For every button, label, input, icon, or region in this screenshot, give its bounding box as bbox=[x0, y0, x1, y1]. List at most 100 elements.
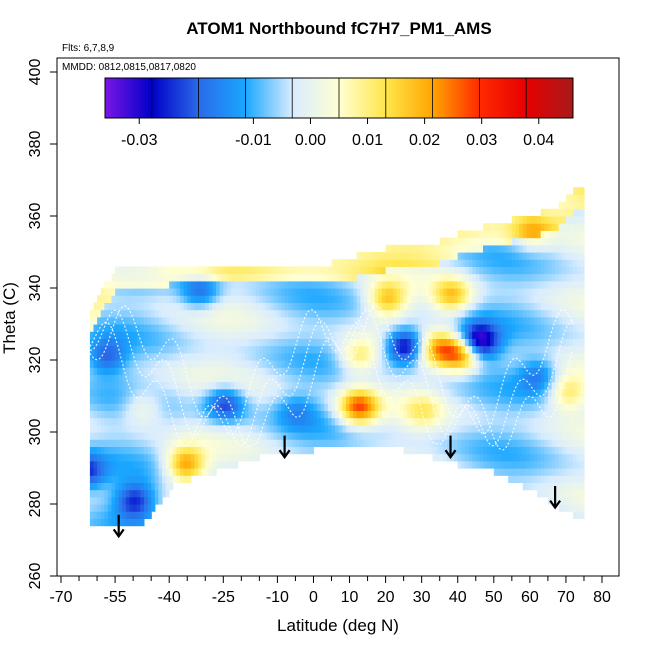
heatmap-cell bbox=[519, 338, 524, 347]
heatmap-cell bbox=[468, 302, 473, 311]
heatmap-cell bbox=[432, 266, 437, 275]
heatmap-cell bbox=[219, 360, 224, 368]
heatmap-cell bbox=[89, 331, 95, 339]
heatmap-cell bbox=[244, 324, 250, 332]
heatmap-cell bbox=[428, 302, 434, 311]
heatmap-cell bbox=[93, 388, 98, 397]
heatmap-cell bbox=[201, 468, 206, 476]
heatmap-cell bbox=[371, 360, 376, 368]
heatmap-cell bbox=[519, 360, 524, 368]
heatmap-cell bbox=[504, 424, 509, 433]
heatmap-cell bbox=[464, 453, 470, 462]
heatmap-cell bbox=[504, 331, 509, 339]
heatmap-cell bbox=[190, 468, 195, 476]
heatmap-cell bbox=[569, 367, 574, 375]
heatmap-cell bbox=[270, 266, 275, 275]
heatmap-cell bbox=[378, 432, 383, 440]
heatmap-cell bbox=[374, 424, 379, 433]
heatmap-cell bbox=[497, 374, 502, 383]
heatmap-cell bbox=[248, 439, 253, 447]
heatmap-cell bbox=[562, 223, 567, 231]
heatmap-cell bbox=[389, 396, 394, 404]
heatmap-cell bbox=[198, 288, 203, 296]
heatmap-cell bbox=[183, 316, 188, 325]
heatmap-cell bbox=[122, 424, 127, 433]
heatmap-cell bbox=[140, 280, 145, 289]
heatmap-cell bbox=[97, 504, 102, 512]
heatmap-cell bbox=[537, 468, 542, 476]
heatmap-cell bbox=[580, 194, 585, 203]
heatmap-cell bbox=[367, 403, 372, 411]
heatmap-cell bbox=[464, 259, 470, 267]
heatmap-cell bbox=[216, 446, 221, 455]
heatmap-cell bbox=[565, 489, 571, 498]
y-tick-label: 360 bbox=[27, 203, 44, 230]
heatmap-cell bbox=[208, 381, 214, 390]
heatmap-cell bbox=[508, 324, 513, 332]
heatmap-cell bbox=[248, 374, 253, 383]
heatmap-cell bbox=[537, 460, 542, 469]
heatmap-cell bbox=[118, 417, 123, 426]
heatmap-cell bbox=[234, 309, 239, 318]
heatmap-cell bbox=[180, 432, 185, 440]
heatmap-cell bbox=[136, 352, 141, 361]
heatmap-cell bbox=[385, 309, 390, 318]
heatmap-cell bbox=[302, 324, 307, 332]
heatmap-cell bbox=[115, 439, 120, 447]
heatmap-cell bbox=[565, 424, 571, 433]
heatmap-cell bbox=[439, 244, 444, 253]
heatmap-cell bbox=[129, 460, 134, 469]
heatmap-cell bbox=[335, 309, 340, 318]
heatmap-cell bbox=[306, 273, 311, 282]
heatmap-cell bbox=[501, 360, 506, 368]
heatmap-cell bbox=[111, 331, 116, 339]
heatmap-cell bbox=[565, 360, 571, 368]
heatmap-cell bbox=[144, 273, 149, 282]
heatmap-cell bbox=[432, 273, 437, 282]
heatmap-cell bbox=[454, 316, 459, 325]
heatmap-cell bbox=[464, 252, 470, 260]
heatmap-cell bbox=[421, 338, 426, 347]
heatmap-cell bbox=[508, 367, 513, 375]
heatmap-cell bbox=[360, 396, 365, 404]
heatmap-cell bbox=[522, 410, 527, 419]
heatmap-cell bbox=[519, 424, 524, 433]
heatmap-cell bbox=[234, 338, 239, 347]
heatmap-cell bbox=[115, 453, 120, 462]
heatmap-cell bbox=[486, 266, 491, 275]
heatmap-cell bbox=[97, 302, 102, 311]
heatmap-cell bbox=[299, 295, 304, 303]
heatmap-cell bbox=[410, 417, 415, 426]
heatmap-cell bbox=[511, 230, 516, 239]
heatmap-cell bbox=[144, 316, 149, 325]
heatmap-cell bbox=[309, 360, 315, 368]
heatmap-cell bbox=[483, 223, 488, 231]
heatmap-cell bbox=[533, 468, 538, 476]
heatmap-cell bbox=[270, 424, 275, 433]
heatmap-cell bbox=[205, 316, 210, 325]
heatmap-cell bbox=[216, 388, 221, 397]
heatmap-cell bbox=[136, 453, 141, 462]
heatmap-cell bbox=[151, 489, 156, 498]
heatmap-cell bbox=[162, 432, 167, 440]
heatmap-cell bbox=[201, 424, 206, 433]
heatmap-cell bbox=[111, 424, 116, 433]
heatmap-cell bbox=[360, 266, 365, 275]
heatmap-cell bbox=[118, 331, 123, 339]
heatmap-cell bbox=[569, 194, 574, 203]
heatmap-cell bbox=[165, 345, 170, 354]
heatmap-cell bbox=[140, 410, 145, 419]
heatmap-cell bbox=[515, 237, 520, 246]
heatmap-cell bbox=[187, 360, 192, 368]
heatmap-cell bbox=[226, 288, 232, 296]
heatmap-cell bbox=[107, 410, 113, 419]
heatmap-cell bbox=[533, 237, 538, 246]
heatmap-cell bbox=[172, 410, 177, 419]
heatmap-cell bbox=[241, 280, 246, 289]
heatmap-cell bbox=[468, 439, 473, 447]
heatmap-cell bbox=[345, 360, 351, 368]
heatmap-cell bbox=[580, 468, 585, 476]
heatmap-cell bbox=[526, 453, 531, 462]
heatmap-cell bbox=[483, 345, 488, 354]
heatmap-cell bbox=[529, 295, 535, 303]
